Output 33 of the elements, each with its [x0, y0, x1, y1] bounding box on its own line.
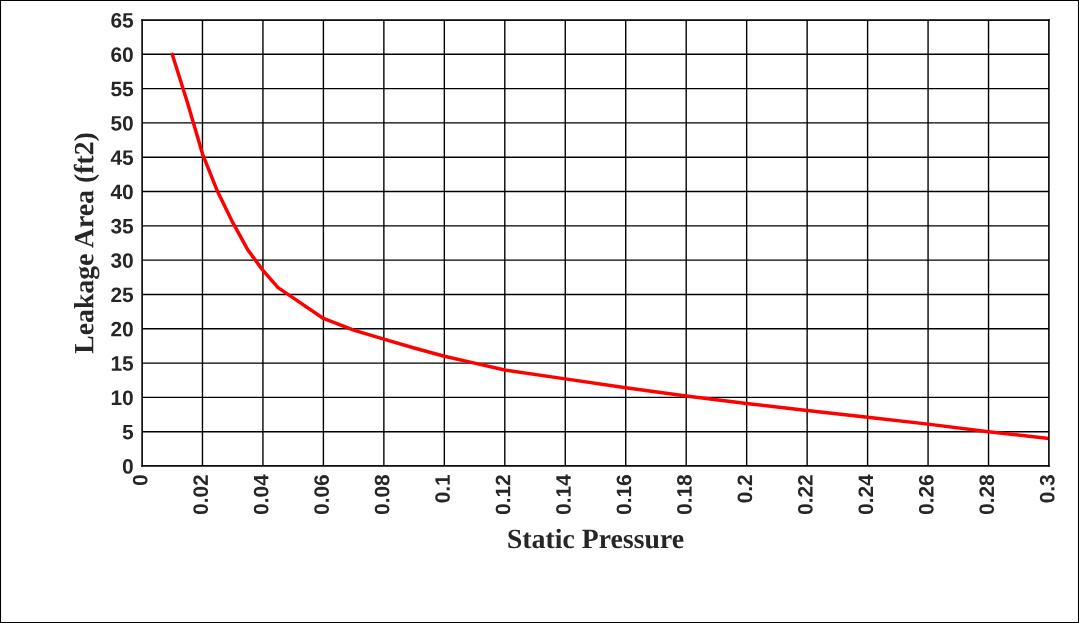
- y-tick-label: 15: [111, 356, 134, 371]
- y-tick-label: 10: [111, 390, 133, 406]
- x-tick-label: 0.28: [979, 474, 995, 515]
- x-tick-label: 0.26: [918, 475, 934, 515]
- y-tick-label: 20: [111, 321, 133, 337]
- x-tick-label: 0.12: [495, 475, 511, 515]
- x-tick-label: 0.3: [1039, 475, 1055, 503]
- y-tick-label: 55: [111, 81, 134, 97]
- y-tick-label: 0: [122, 459, 133, 474]
- x-tick-label: 0.22: [797, 475, 813, 515]
- x-tick-label: 0: [132, 475, 148, 486]
- x-axis-title: Static Pressure: [508, 528, 684, 549]
- y-tick-label: 35: [110, 218, 134, 234]
- x-tick-label: 0.16: [616, 475, 632, 515]
- y-tick-label: 30: [110, 253, 133, 268]
- y-tick-label: 50: [111, 115, 133, 131]
- y-tick-label: 60: [111, 47, 133, 63]
- x-tick-label: 0.2: [737, 475, 753, 503]
- x-tick-label: 0.24: [858, 474, 874, 515]
- y-tick-label: 5: [122, 424, 134, 440]
- x-tick-label: 0.18: [677, 474, 692, 515]
- x-tick-label: 0.1: [435, 474, 450, 503]
- x-tick-label: 0.06: [314, 475, 329, 515]
- x-tick-label: 0.02: [193, 475, 209, 515]
- y-tick-label: 40: [110, 184, 133, 200]
- y-axis-title: Leakage Area (ft2): [73, 133, 100, 354]
- y-tick-label: 25: [111, 287, 134, 303]
- y-tick-label: 65: [111, 13, 134, 28]
- x-tick-label: 0.08: [374, 474, 390, 515]
- y-tick-label: 45: [110, 150, 134, 165]
- x-tick-label: 0.04: [253, 474, 269, 515]
- line-series: [170, 52, 1049, 441]
- x-tick-label: 0.14: [556, 474, 571, 515]
